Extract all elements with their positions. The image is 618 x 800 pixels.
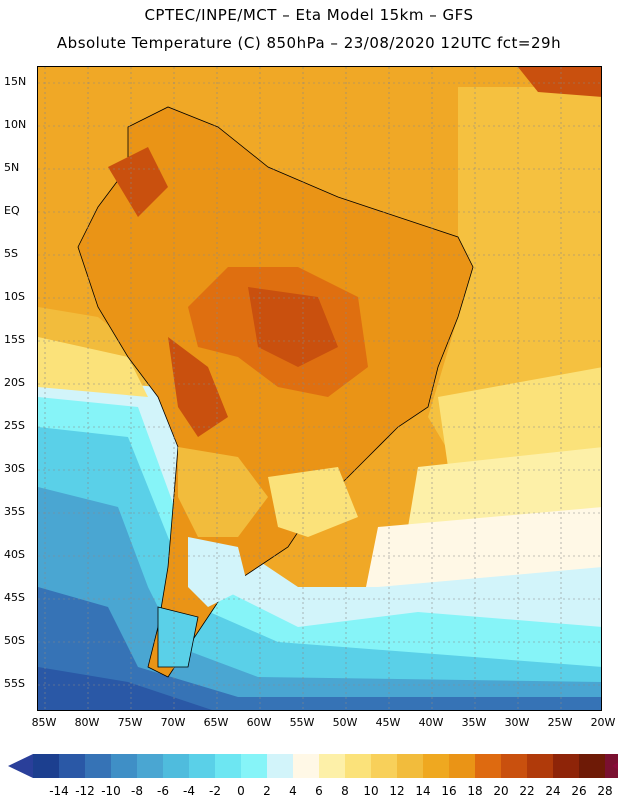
colorbar-tick-label: 10 — [363, 784, 379, 798]
colorbar-swatch — [241, 754, 267, 778]
longitude-label: 25W — [547, 716, 573, 729]
latitude-label: 10S — [4, 290, 25, 303]
longitude-label: 20W — [590, 716, 616, 729]
colorbar-high-arrow — [612, 762, 618, 770]
colorbar-swatch — [449, 754, 475, 778]
colorbar-swatch — [267, 754, 293, 778]
colorbar-tick-label: -8 — [131, 784, 143, 798]
longitude-label: 80W — [74, 716, 100, 729]
latitude-label: 35S — [4, 505, 25, 518]
longitude-label: 65W — [203, 716, 229, 729]
latitude-label: 30S — [4, 462, 25, 475]
temperature-map[interactable] — [37, 66, 602, 711]
colorbar-swatch — [59, 754, 85, 778]
colorbar-tick-label: 0 — [237, 784, 245, 798]
colorbar-tick-label: 18 — [467, 784, 483, 798]
colorbar-tick-label: 12 — [389, 784, 405, 798]
colorbar-tick-label: -12 — [75, 784, 95, 798]
longitude-label: 50W — [332, 716, 358, 729]
colorbar-swatch — [553, 754, 579, 778]
latitude-label: 20S — [4, 376, 25, 389]
colorbar-tick-label: 6 — [315, 784, 323, 798]
longitude-label: 45W — [375, 716, 401, 729]
latitude-label: 45S — [4, 591, 25, 604]
colorbar-tick-label: 26 — [571, 784, 587, 798]
colorbar-swatch — [215, 754, 241, 778]
longitude-label: 35W — [461, 716, 487, 729]
latitude-label: EQ — [4, 204, 20, 217]
colorbar-tick-label: 28 — [597, 784, 613, 798]
map-title: CPTEC/INPE/MCT – Eta Model 15km – GFS — [144, 6, 474, 24]
color-legend — [8, 754, 618, 778]
map-grid — [38, 67, 601, 710]
longitude-label: 85W — [31, 716, 57, 729]
colorbar-tick-label: -4 — [183, 784, 195, 798]
latitude-label: 25S — [4, 419, 25, 432]
colorbar-tick-label: 16 — [441, 784, 457, 798]
colorbar-swatch — [579, 754, 605, 778]
colorbar-tick-label: -6 — [157, 784, 169, 798]
colorbar-swatch — [397, 754, 423, 778]
longitude-label: 75W — [117, 716, 143, 729]
colorbar-swatch — [475, 754, 501, 778]
colorbar-swatch — [605, 754, 618, 778]
colorbar-tick-label: 24 — [545, 784, 561, 798]
colorbar-swatch — [371, 754, 397, 778]
colorbar-tick-label: 22 — [519, 784, 535, 798]
colorbar-swatch — [189, 754, 215, 778]
colorbar-swatch — [501, 754, 527, 778]
colorbar-swatch — [163, 754, 189, 778]
colorbar-tick-label: 8 — [341, 784, 349, 798]
latitude-label: 55S — [4, 677, 25, 690]
colorbar-swatch — [319, 754, 345, 778]
colorbar-swatch — [111, 754, 137, 778]
colorbar-tick-label: 14 — [415, 784, 431, 798]
colorbar-tick-label: -10 — [101, 784, 121, 798]
latitude-label: 40S — [4, 548, 25, 561]
colorbar-tick-label: 2 — [263, 784, 271, 798]
longitude-label: 60W — [246, 716, 272, 729]
south-america-landmass — [77, 106, 474, 678]
latitude-label: 5N — [4, 161, 20, 174]
latitude-label: 10N — [4, 118, 27, 131]
longitude-label: 55W — [289, 716, 315, 729]
colorbar-swatch — [293, 754, 319, 778]
colorbar-swatch — [345, 754, 371, 778]
longitude-label: 40W — [418, 716, 444, 729]
longitude-label: 70W — [160, 716, 186, 729]
colorbar-low-arrow — [8, 754, 33, 778]
latitude-label: 50S — [4, 634, 25, 647]
map-subtitle: Absolute Temperature (C) 850hPa – 23/08/… — [56, 34, 562, 52]
colorbar-swatch — [423, 754, 449, 778]
longitude-label: 30W — [504, 716, 530, 729]
colorbar-tick-label: -2 — [209, 784, 221, 798]
colorbar-tick-label: 4 — [289, 784, 297, 798]
colorbar-swatch — [137, 754, 163, 778]
colorbar-swatch — [33, 754, 59, 778]
colorbar-tick-label: -14 — [49, 784, 69, 798]
latitude-label: 15S — [4, 333, 25, 346]
colorbar-tick-label: 20 — [493, 784, 509, 798]
latitude-label: 5S — [4, 247, 18, 260]
colorbar-swatch — [527, 754, 553, 778]
latitude-label: 15N — [4, 75, 27, 88]
colorbar-swatch — [85, 754, 111, 778]
